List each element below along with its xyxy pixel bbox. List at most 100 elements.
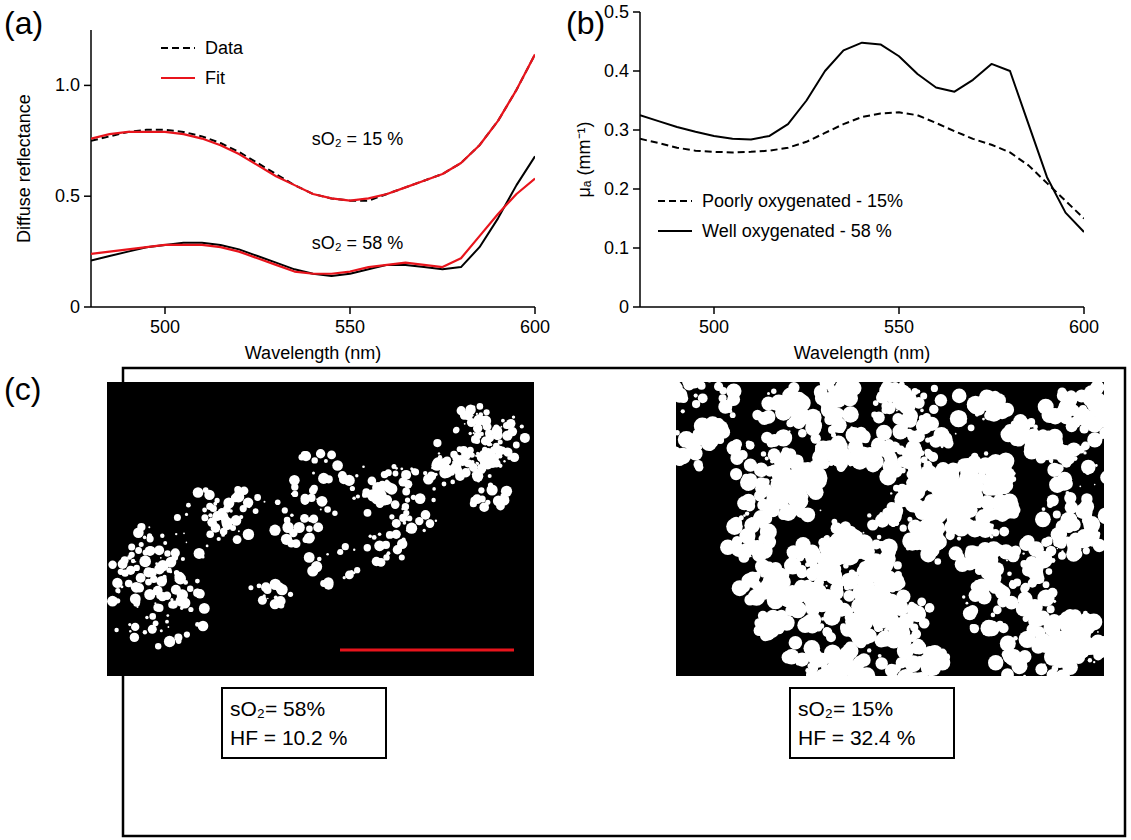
image-speck: [1006, 559, 1008, 561]
image-speck: [325, 475, 333, 483]
image-speck: [465, 405, 475, 415]
x-tick-label: 500: [150, 317, 180, 337]
image-speck: [811, 587, 824, 600]
caption-box: [222, 688, 386, 758]
image-speck: [180, 607, 183, 610]
image-speck: [107, 596, 118, 607]
x-axis-title: Wavelength (nm): [794, 343, 930, 363]
image-speck: [464, 459, 472, 467]
image-texture: [676, 382, 1104, 676]
image-speck: [838, 427, 844, 433]
image-speck: [887, 583, 896, 592]
image-speck: [469, 432, 472, 435]
image-speck: [476, 462, 479, 465]
image-speck: [900, 421, 909, 430]
image-speck: [880, 628, 883, 631]
caption-hf: HF = 10.2 %: [230, 726, 347, 749]
legend-label: Data: [205, 38, 244, 58]
image-speck: [503, 460, 505, 462]
image-speck: [309, 487, 317, 495]
image-speck: [1080, 505, 1085, 510]
image-speck: [316, 449, 325, 458]
image-speck: [697, 428, 702, 433]
image-speck: [133, 600, 140, 607]
image-speck: [406, 523, 417, 534]
image-speck: [382, 541, 390, 549]
image-speck: [1064, 492, 1076, 504]
image-speck: [1100, 471, 1104, 484]
image-speck: [969, 589, 982, 602]
image-speck: [523, 435, 525, 437]
image-speck: [231, 493, 240, 502]
image-speck: [496, 502, 505, 511]
image-speck: [989, 524, 994, 529]
image-speck: [493, 454, 499, 460]
image-speck: [147, 571, 150, 574]
image-speck: [988, 655, 1003, 670]
image-speck: [186, 503, 191, 508]
image-speck: [201, 555, 204, 558]
image-speck: [317, 557, 322, 562]
series-group: [640, 43, 1084, 232]
image-speck: [198, 621, 209, 632]
image-speck: [309, 514, 318, 523]
image-speck: [395, 467, 398, 470]
image-speck: [805, 668, 810, 673]
image-speck: [867, 648, 871, 652]
image-speck: [798, 565, 806, 573]
image-speck: [802, 610, 805, 613]
image-speck: [878, 654, 882, 658]
image-speck: [966, 602, 969, 605]
image-speck: [762, 614, 773, 625]
image-speck: [169, 571, 172, 574]
image-speck: [1023, 675, 1026, 676]
chart-panel: 50055060000.10.20.30.40.5Wavelength (nm)…: [566, 2, 1099, 363]
series-line: [91, 178, 535, 273]
image-speck: [896, 467, 903, 474]
image-speck: [884, 614, 901, 631]
image-speck: [352, 496, 356, 500]
image-speck: [678, 431, 695, 448]
y-tick: [633, 247, 640, 249]
image-speck: [155, 643, 161, 649]
y-tick: [633, 70, 640, 72]
image-speck: [488, 483, 493, 488]
image-speck: [899, 649, 904, 654]
image-speck: [1002, 650, 1011, 659]
image-speck: [982, 418, 985, 421]
x-axis-title: Wavelength (nm): [245, 343, 381, 363]
image-speck: [206, 545, 209, 548]
image-speck: [1057, 472, 1072, 487]
y-tick-label: 1.0: [55, 75, 80, 95]
image-speck: [925, 603, 935, 613]
image-speck: [892, 664, 901, 673]
image-speck: [168, 601, 176, 609]
image-speck: [730, 412, 736, 418]
image-speck: [312, 472, 315, 475]
image-speck: [814, 578, 824, 588]
image-speck: [160, 557, 162, 559]
image-speck: [492, 430, 502, 440]
image-speck: [505, 497, 510, 502]
image-speck: [362, 466, 365, 469]
image-speck: [139, 542, 144, 547]
image-speck: [1053, 511, 1061, 519]
image-speck: [860, 606, 876, 622]
y-tick-label: 0.5: [55, 186, 80, 206]
image-speck: [183, 532, 185, 534]
image-speck: [176, 639, 181, 644]
image-speck: [1035, 511, 1051, 527]
image-speck: [403, 521, 407, 525]
y-tick-label: 0.1: [604, 238, 629, 258]
image-speck: [772, 401, 775, 404]
image-speck: [924, 659, 928, 663]
image-speck: [787, 545, 801, 559]
image-speck: [243, 529, 254, 540]
image-speck: [207, 518, 217, 528]
image-speck: [499, 507, 502, 510]
image-speck: [117, 590, 120, 593]
image-speck: [411, 468, 417, 474]
image-speck: [496, 464, 499, 467]
image-speck: [676, 382, 683, 396]
image-speck: [405, 498, 410, 503]
